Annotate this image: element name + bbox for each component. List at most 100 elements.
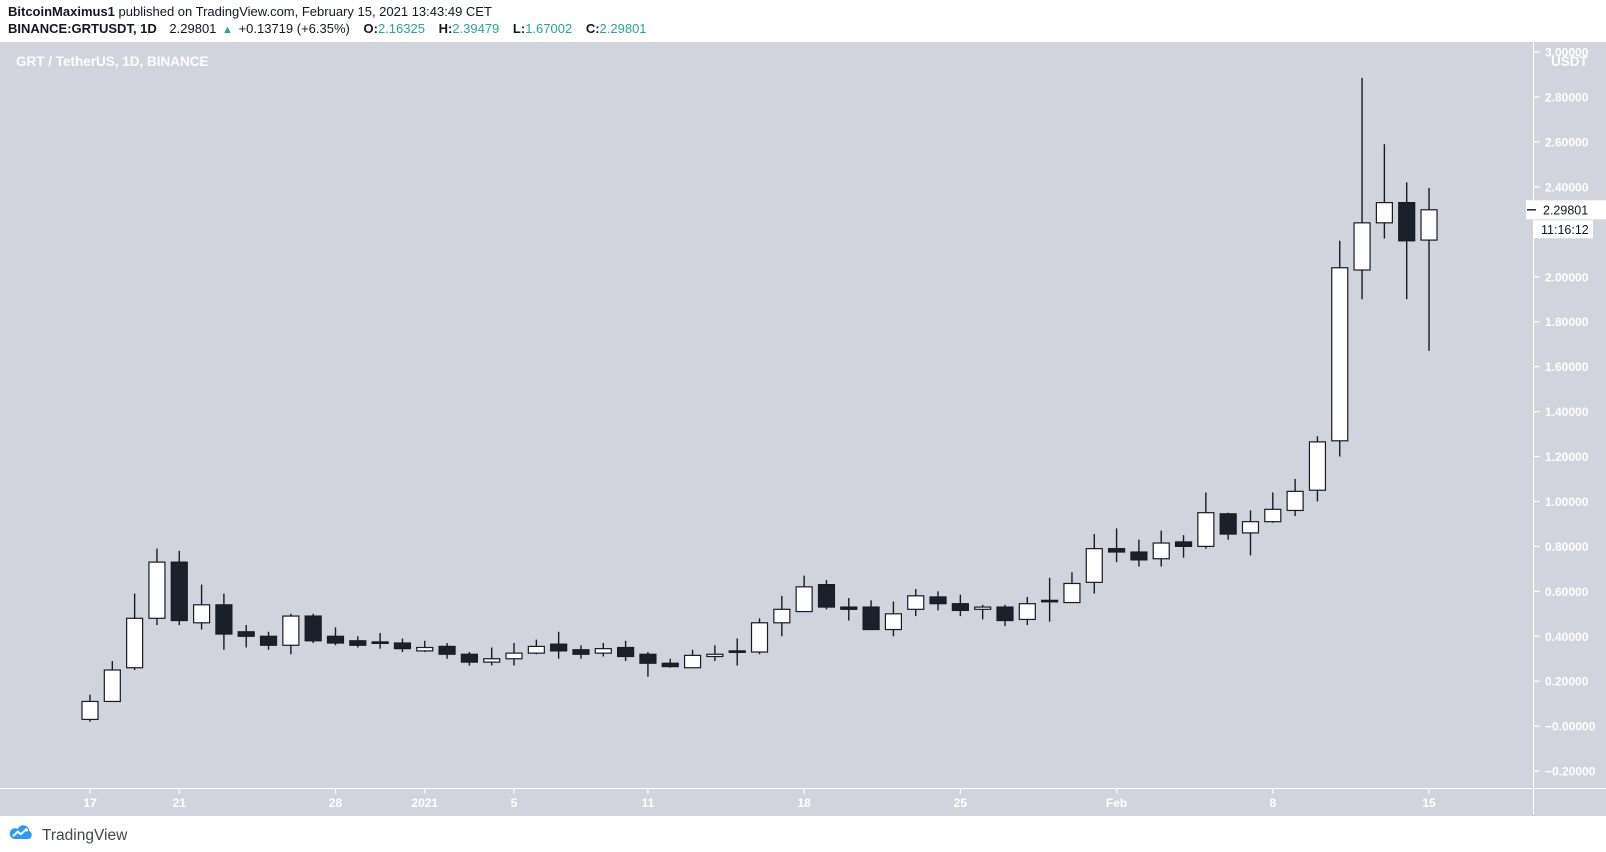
time-axis-label: 28 xyxy=(329,796,343,810)
candle xyxy=(103,660,121,703)
candle xyxy=(1107,528,1126,563)
candle xyxy=(572,645,590,659)
time-axis-label: 15 xyxy=(1422,796,1436,810)
candle xyxy=(1152,530,1170,567)
time-axis-label: 18 xyxy=(797,796,811,810)
author-name: BitcoinMaximus1 xyxy=(8,4,115,19)
price-axis-label: 0.20000 xyxy=(1545,675,1589,689)
candle xyxy=(929,591,947,611)
candle xyxy=(1264,492,1282,523)
candle xyxy=(1197,492,1215,549)
time-axis-label: 8 xyxy=(1269,796,1276,810)
candle xyxy=(259,631,278,650)
price-axis-label: 1.80000 xyxy=(1545,315,1589,329)
close-value: 2.29801 xyxy=(599,21,647,36)
candle xyxy=(1331,240,1349,457)
candle xyxy=(884,601,903,637)
last-price-box xyxy=(1526,200,1606,220)
candle xyxy=(639,652,657,677)
footer: TradingView xyxy=(0,816,1606,852)
time-axis-label: 5 xyxy=(511,796,518,810)
close-label: C: xyxy=(585,21,600,36)
candle xyxy=(996,604,1014,627)
last-price-label: 2.29801 xyxy=(1543,203,1588,217)
tradingview-brand-link[interactable]: TradingView xyxy=(8,823,127,849)
time-axis-label: 2021 xyxy=(411,796,438,810)
candle xyxy=(393,638,412,653)
candle xyxy=(1286,478,1304,517)
time-axis-label: Feb xyxy=(1106,796,1127,810)
candle xyxy=(460,652,478,666)
price-change: +0.13719 (+6.35%) xyxy=(238,21,350,36)
price-chart[interactable]: 3.000002.800002.600002.400002.200002.000… xyxy=(0,42,1606,816)
publish-info-line: BitcoinMaximus1 published on TradingView… xyxy=(8,4,492,19)
countdown-box xyxy=(1534,220,1593,239)
price-axis-label: −0.00000 xyxy=(1545,720,1596,734)
candle xyxy=(661,658,679,668)
time-axis-label: 17 xyxy=(83,796,97,810)
candle xyxy=(1085,534,1103,594)
candle xyxy=(81,694,99,722)
time-axis-label: 11 xyxy=(642,796,655,810)
candles-series xyxy=(81,77,1438,722)
candle xyxy=(1308,436,1327,502)
candlestick-chart-canvas[interactable]: 3.000002.800002.600002.400002.200002.000… xyxy=(0,42,1606,816)
candle xyxy=(617,640,635,661)
candle xyxy=(371,632,389,649)
candle xyxy=(326,627,345,646)
candle xyxy=(215,593,233,650)
candle xyxy=(192,584,211,630)
open-label: O: xyxy=(363,21,378,36)
publish-info: published on TradingView.com, February 1… xyxy=(114,4,492,19)
price-axis-label: 1.00000 xyxy=(1545,495,1589,509)
candle xyxy=(170,550,188,626)
price-axis-label: 1.40000 xyxy=(1545,405,1589,419)
candle xyxy=(594,643,612,657)
candle xyxy=(1219,512,1237,540)
candle xyxy=(505,643,523,666)
candle xyxy=(1018,596,1036,626)
candle xyxy=(1375,144,1393,239)
chart-watermark: GRT / TetherUS, 1D, BINANCE xyxy=(16,54,209,69)
candle xyxy=(1041,577,1059,622)
price-axis-label: 1.20000 xyxy=(1545,450,1589,464)
price-axis-label: 1.60000 xyxy=(1545,360,1589,374)
candle xyxy=(728,638,746,666)
candle xyxy=(773,595,791,637)
candle xyxy=(683,649,702,669)
open-value: 2.16325 xyxy=(377,21,425,36)
candle xyxy=(282,613,300,655)
tradingview-brand-text: TradingView xyxy=(42,827,128,844)
candle xyxy=(1398,182,1416,300)
candle xyxy=(1241,510,1260,556)
price-scale[interactable]: 3.000002.800002.600002.400002.200002.000… xyxy=(1533,46,1596,779)
price-axis-label: 3.00000 xyxy=(1545,46,1589,60)
time-axis-label: 25 xyxy=(954,796,968,810)
candle xyxy=(840,598,858,621)
candle xyxy=(550,631,568,659)
candle xyxy=(706,645,724,661)
candle xyxy=(750,618,769,655)
symbol-title: BINANCE:GRTUSDT, 1D xyxy=(8,21,157,36)
symbol-info-line: BINANCE:GRTUSDT, 1D 2.29801 ▲ +0.13719 (… xyxy=(8,21,647,36)
time-scale[interactable]: 17 21 28 2021 5 11 18 25 Feb 8 15 xyxy=(83,788,1436,811)
candle xyxy=(1174,535,1193,558)
tradingview-logo-icon xyxy=(8,823,35,849)
header-last-price: 2.29801 xyxy=(169,21,217,36)
candle xyxy=(438,643,456,659)
low-label: L: xyxy=(512,21,526,36)
candle xyxy=(483,647,501,666)
price-axis-label: 2.40000 xyxy=(1545,180,1589,194)
low-value: 1.67002 xyxy=(525,21,573,36)
candle xyxy=(1063,572,1081,604)
candle-countdown: 11:16:12 xyxy=(1541,223,1589,237)
up-triangle-icon: ▲ xyxy=(222,24,233,36)
candle xyxy=(974,604,992,620)
candle xyxy=(817,580,836,610)
candle xyxy=(1353,77,1371,300)
candle xyxy=(416,640,434,653)
high-value: 2.39479 xyxy=(452,21,500,36)
time-axis-label: 21 xyxy=(173,796,187,810)
candle xyxy=(148,548,166,626)
price-axis-unit: USDT xyxy=(1551,54,1589,69)
